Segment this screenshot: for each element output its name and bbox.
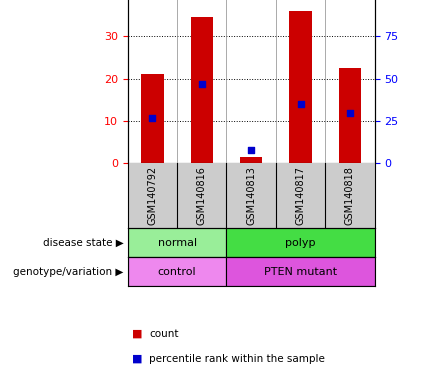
Point xyxy=(149,114,156,121)
Bar xyxy=(128,228,226,257)
Text: GSM140816: GSM140816 xyxy=(197,166,207,225)
Point xyxy=(346,109,353,116)
Bar xyxy=(240,157,262,163)
Text: ■: ■ xyxy=(132,329,142,339)
Bar xyxy=(226,228,375,257)
Bar xyxy=(226,257,375,286)
Text: polyp: polyp xyxy=(285,238,316,248)
Text: genotype/variation ▶: genotype/variation ▶ xyxy=(13,266,123,277)
Text: count: count xyxy=(149,329,179,339)
Text: control: control xyxy=(158,266,197,277)
Bar xyxy=(191,17,213,163)
Text: PTEN mutant: PTEN mutant xyxy=(264,266,337,277)
Text: GSM140818: GSM140818 xyxy=(345,166,355,225)
Text: GSM140792: GSM140792 xyxy=(147,166,158,225)
Point xyxy=(198,81,205,87)
Bar xyxy=(128,257,226,286)
Point xyxy=(297,101,304,107)
Text: disease state ▶: disease state ▶ xyxy=(43,238,123,248)
Point xyxy=(248,147,255,153)
Bar xyxy=(141,74,164,163)
Text: ■: ■ xyxy=(132,354,142,364)
Bar xyxy=(289,11,312,163)
Bar xyxy=(339,68,361,163)
Text: GSM140817: GSM140817 xyxy=(295,166,306,225)
Text: percentile rank within the sample: percentile rank within the sample xyxy=(149,354,325,364)
Text: normal: normal xyxy=(158,238,197,248)
Text: GSM140813: GSM140813 xyxy=(246,166,256,225)
